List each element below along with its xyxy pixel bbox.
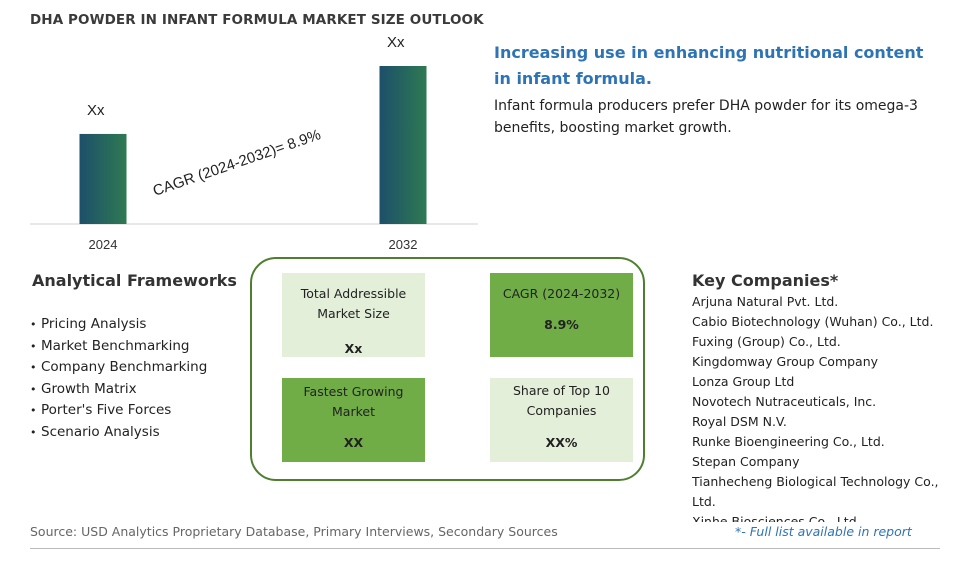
company-item: Stepan Company <box>692 454 800 469</box>
bar-value-label: Xx <box>387 34 405 51</box>
tam-value: Xx <box>344 341 363 356</box>
company-item: Kingdomway Group Company <box>692 354 879 369</box>
chart-title: DHA POWDER IN INFANT FORMULA MARKET SIZE… <box>30 12 484 28</box>
metrics-panel: Total Addressible Market Size Xx CAGR (2… <box>250 257 645 481</box>
cagr-annotation: CAGR (2024-2032)= 8.9% <box>151 126 323 199</box>
company-item: Xinhe Biosciences Co., Ltd. <box>692 514 861 522</box>
company-item: Novotech Nutraceuticals, Inc. <box>692 394 877 409</box>
framework-item: Market Benchmarking <box>30 336 207 358</box>
company-item: Tianhecheng Biological Technology Co., L… <box>692 474 939 509</box>
bar-2032 <box>379 66 427 224</box>
bar-chart: Xx 2024 Xx 2032 CAGR (2024-2032)= 8.9% <box>30 34 478 252</box>
x-tick-label: 2032 <box>389 237 418 252</box>
fastest-growing-tile: Fastest Growing Market XX <box>282 378 425 462</box>
framework-item: Growth Matrix <box>30 379 207 401</box>
x-tick-label: 2024 <box>89 237 118 252</box>
bar-value-label: Xx <box>87 102 105 119</box>
top10-share-value: XX% <box>545 435 578 450</box>
framework-item: Scenario Analysis <box>30 422 207 444</box>
cagr-label: CAGR (2024-2032) <box>502 286 621 301</box>
cagr-tile: CAGR (2024-2032) 8.9% <box>490 273 633 357</box>
fastest-growing-label: Fastest Growing Market <box>303 384 404 419</box>
framework-item: Pricing Analysis <box>30 314 207 336</box>
headline-body: Infant formula producers prefer DHA powd… <box>494 98 918 136</box>
company-item: Fuxing (Group) Co., Ltd. <box>692 334 841 349</box>
frameworks-title: Analytical Frameworks <box>32 271 237 290</box>
full-list-note: *- Full list available in report <box>735 524 912 539</box>
fastest-growing-value: XX <box>343 435 364 450</box>
footer-divider <box>30 548 940 549</box>
company-item: Lonza Group Ltd <box>692 374 795 389</box>
source-note: Source: USD Analytics Proprietary Databa… <box>30 524 558 539</box>
key-companies-list: Arjuna Natural Pvt. Ltd. Cabio Biotechno… <box>692 292 954 522</box>
key-companies-scroll: Arjuna Natural Pvt. Ltd. Cabio Biotechno… <box>692 292 954 522</box>
company-item: Runke Bioengineering Co., Ltd. <box>692 434 885 449</box>
top10-share-label: Share of Top 10 Companies <box>512 383 611 418</box>
headline-title: Increasing use in enhancing nutritional … <box>494 43 924 88</box>
framework-item: Porter's Five Forces <box>30 400 207 422</box>
framework-item: Company Benchmarking <box>30 357 207 379</box>
tam-label: Total Addressible Market Size <box>300 286 407 321</box>
key-companies-title: Key Companies* <box>692 271 839 290</box>
company-item: Cabio Biotechnology (Wuhan) Co., Ltd. <box>692 314 934 329</box>
bar-2024 <box>79 133 127 224</box>
company-item: Royal DSM N.V. <box>692 414 787 429</box>
top10-share-tile: Share of Top 10 Companies XX% <box>490 378 633 462</box>
company-item: Arjuna Natural Pvt. Ltd. <box>692 294 839 309</box>
cagr-value: 8.9% <box>544 317 579 332</box>
tam-tile: Total Addressible Market Size Xx <box>282 273 425 357</box>
frameworks-list: Pricing Analysis Market Benchmarking Com… <box>30 314 207 443</box>
